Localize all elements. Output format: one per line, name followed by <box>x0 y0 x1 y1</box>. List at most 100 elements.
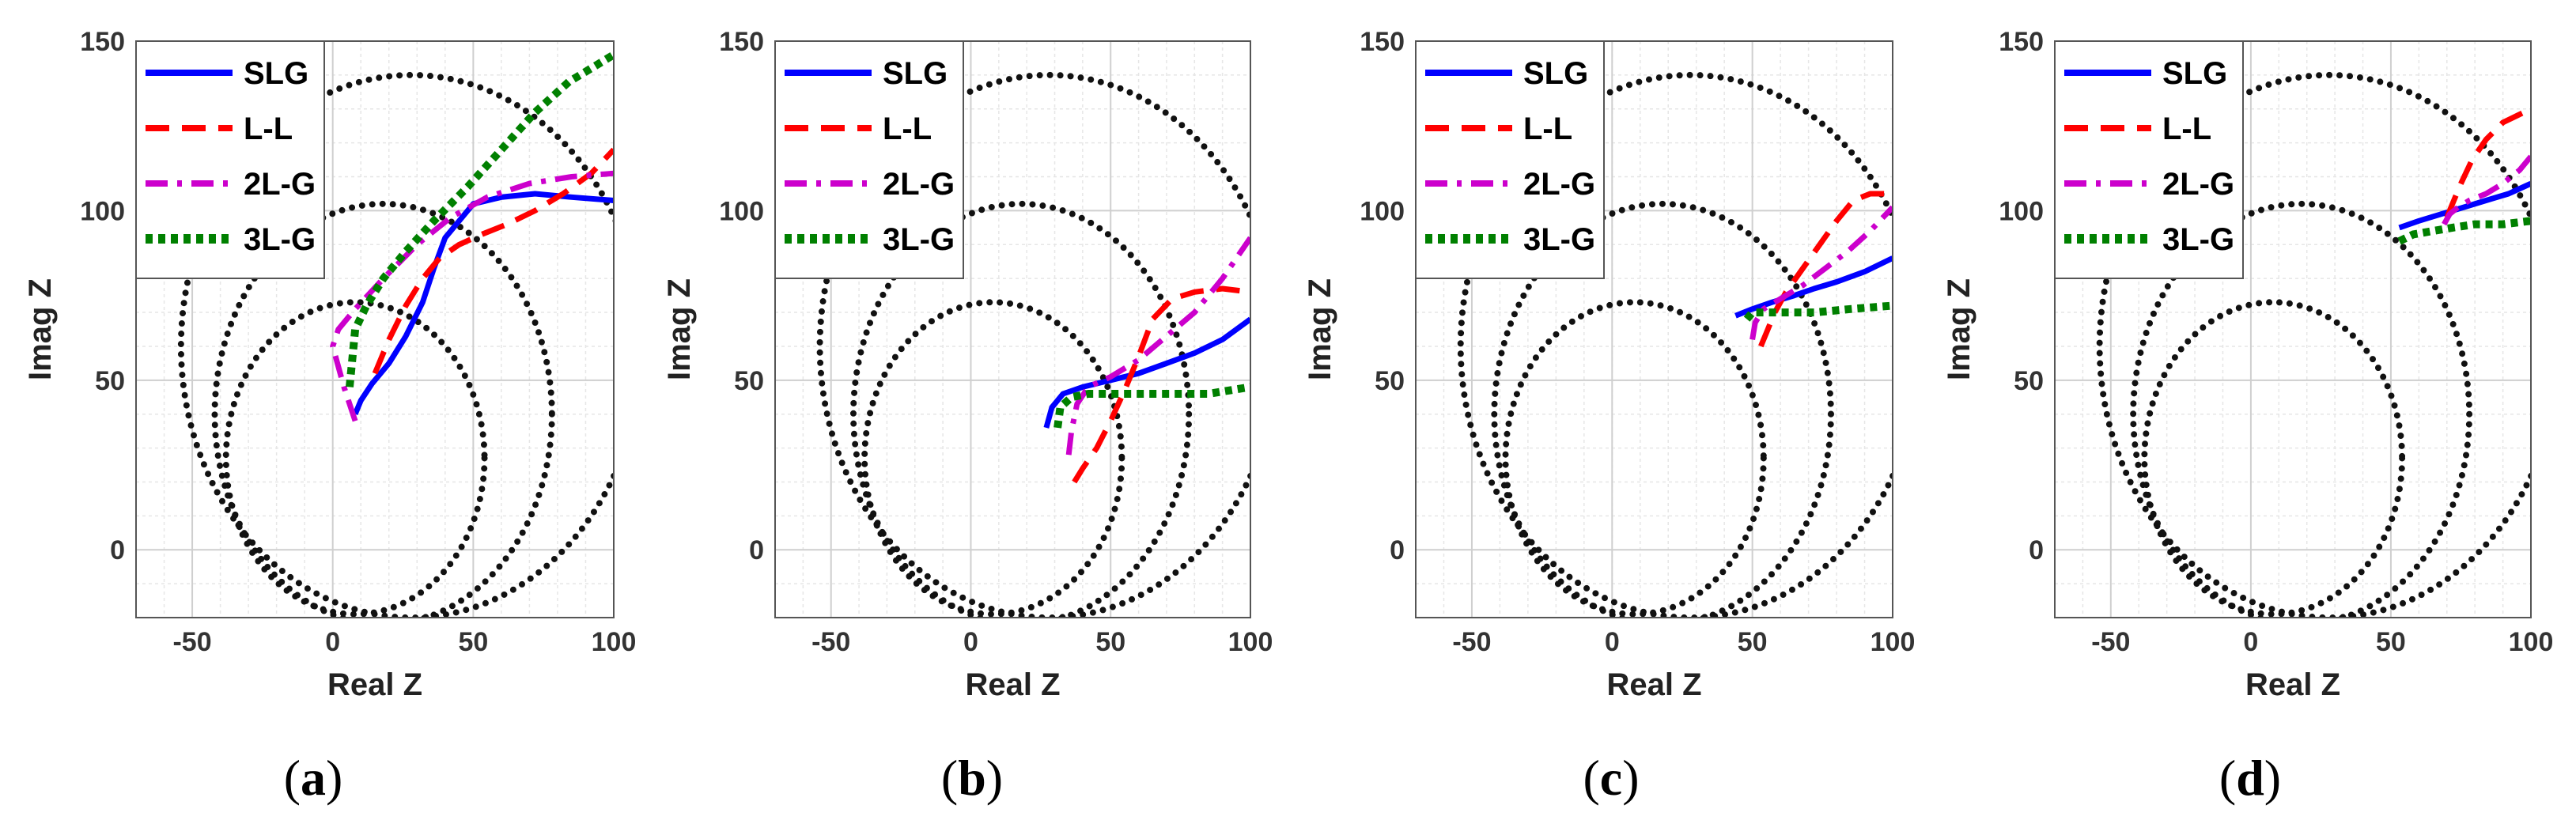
caption-close-paren: ) <box>2264 750 2281 806</box>
chart-panel-d: -50 0 50 100 0 50 100 150 Real Z Imag Z SLG L-L 2L-G… <box>1942 27 2554 806</box>
x-tick-label: 50 <box>2376 627 2406 657</box>
y-tick-label: 0 <box>749 535 764 565</box>
y-tick-label: 50 <box>2014 366 2044 396</box>
y-tick-label: 0 <box>2029 535 2044 565</box>
caption-close-paren: ) <box>326 750 342 806</box>
y-axis-label: Imag Z <box>1303 278 1337 380</box>
legend-entry-2l-g: 2L-G <box>1523 167 1595 202</box>
series-line-3l-g <box>346 51 614 387</box>
caption-open-paren: ( <box>941 750 958 806</box>
y-tick-label: 150 <box>719 27 764 57</box>
x-axis-label: Real Z <box>327 667 422 702</box>
legend-entry-2l-g: 2L-G <box>2162 167 2234 202</box>
legend-entry-3l-g: 3L-G <box>1523 222 1595 257</box>
x-axis-label: Real Z <box>1606 667 1701 702</box>
y-tick-label: 100 <box>1360 196 1405 226</box>
panel-caption: (a) <box>284 750 343 806</box>
large-circle <box>1457 71 1893 618</box>
axes-frame <box>2054 40 2532 618</box>
x-tick-label: 50 <box>458 627 488 657</box>
series-line-l-l <box>1758 191 1893 348</box>
series-line-l-l <box>372 147 614 375</box>
y-tick-label: 150 <box>1999 27 2044 57</box>
y-tick-label: 50 <box>734 366 764 396</box>
series-line-2l-g <box>1065 236 1250 455</box>
y-axis-label: Imag Z <box>23 278 58 380</box>
caption-close-paren: ) <box>986 750 1003 806</box>
small-circle <box>222 299 488 618</box>
caption-open-paren: ( <box>1583 750 1599 806</box>
large-circle <box>816 71 1250 618</box>
legend-entry-l-l: L-L <box>2162 112 2211 146</box>
legend-entry-slg: SLG <box>244 56 308 91</box>
caption-letter: b <box>958 750 986 806</box>
legend-box <box>135 40 325 279</box>
plot-contents <box>2096 71 2531 618</box>
x-axis-label: Real Z <box>965 667 1060 702</box>
y-axis-label: Imag Z <box>1942 278 1976 380</box>
caption-letter: a <box>301 750 326 806</box>
x-tick-label: -50 <box>172 627 211 657</box>
x-tick-label: -50 <box>2091 627 2130 657</box>
y-axis-label: Imag Z <box>662 278 697 380</box>
legend-entry-l-l: L-L <box>244 112 293 146</box>
plot-contents <box>177 51 614 618</box>
series-line-3l-g <box>1053 383 1250 429</box>
x-tick-label: 100 <box>1228 627 1273 657</box>
caption-letter: c <box>1600 750 1622 806</box>
x-tick-label: -50 <box>811 627 850 657</box>
legend: SLG L-L 2L-G 3L-G <box>135 40 325 279</box>
y-tick-label: 50 <box>95 366 125 396</box>
small-circle <box>2141 299 2406 618</box>
caption-open-paren: ( <box>2219 750 2236 806</box>
x-tick-label: 100 <box>1871 627 1916 657</box>
axes-frame <box>135 40 615 618</box>
x-tick-label: 100 <box>2509 627 2554 657</box>
legend-entry-slg: SLG <box>883 56 948 91</box>
y-tick-label: 0 <box>110 535 125 565</box>
middle-circle <box>2130 200 2473 618</box>
legend: SLG L-L 2L-G 3L-G <box>2054 40 2244 279</box>
x-axis-label: Real Z <box>2245 667 2340 702</box>
legend-entry-l-l: L-L <box>883 112 932 146</box>
x-tick-label: 100 <box>592 627 637 657</box>
axes-frame <box>1415 40 1893 618</box>
x-tick-label: 50 <box>1738 627 1768 657</box>
series-line-3l-g <box>2397 217 2531 245</box>
legend-box <box>2054 40 2244 279</box>
legend-entry-slg: SLG <box>1523 56 1588 91</box>
caption-open-paren: ( <box>284 750 301 806</box>
series-line-slg <box>1043 316 1250 429</box>
plot-contents <box>1457 71 1893 618</box>
legend-entry-3l-g: 3L-G <box>244 222 316 257</box>
panel-caption: (c) <box>1583 750 1639 806</box>
caption-letter: d <box>2236 750 2264 806</box>
axes-frame <box>774 40 1251 618</box>
y-tick-label: 100 <box>1999 196 2044 226</box>
x-tick-label: -50 <box>1452 627 1491 657</box>
legend-box <box>774 40 964 279</box>
panel-caption: (d) <box>2219 750 2281 806</box>
y-tick-label: 50 <box>1375 366 1405 396</box>
middle-circle <box>850 200 1193 618</box>
x-tick-label: 0 <box>963 627 978 657</box>
x-tick-label: 0 <box>2243 627 2258 657</box>
legend-box <box>1415 40 1605 279</box>
series-line-2l-g <box>2442 154 2531 226</box>
chart-panel-b: -50 0 50 100 0 50 100 150 Real Z Imag Z SLG L-L 2L-G… <box>662 27 1273 806</box>
plot-contents <box>816 71 1250 618</box>
caption-close-paren: ) <box>1622 750 1639 806</box>
series-line-3l-g <box>1743 301 1893 322</box>
y-tick-label: 100 <box>80 196 125 226</box>
y-tick-label: 150 <box>1360 27 1405 57</box>
legend-entry-3l-g: 3L-G <box>883 222 955 257</box>
legend-entry-2l-g: 2L-G <box>244 167 316 202</box>
large-circle <box>177 71 614 618</box>
x-tick-label: 0 <box>325 627 340 657</box>
middle-circle <box>211 200 555 618</box>
legend-entry-slg: SLG <box>2162 56 2227 91</box>
small-circle <box>1502 299 1767 618</box>
y-tick-label: 100 <box>719 196 764 226</box>
series-line-l-l <box>2444 106 2531 219</box>
panel-caption: (b) <box>941 750 1003 806</box>
